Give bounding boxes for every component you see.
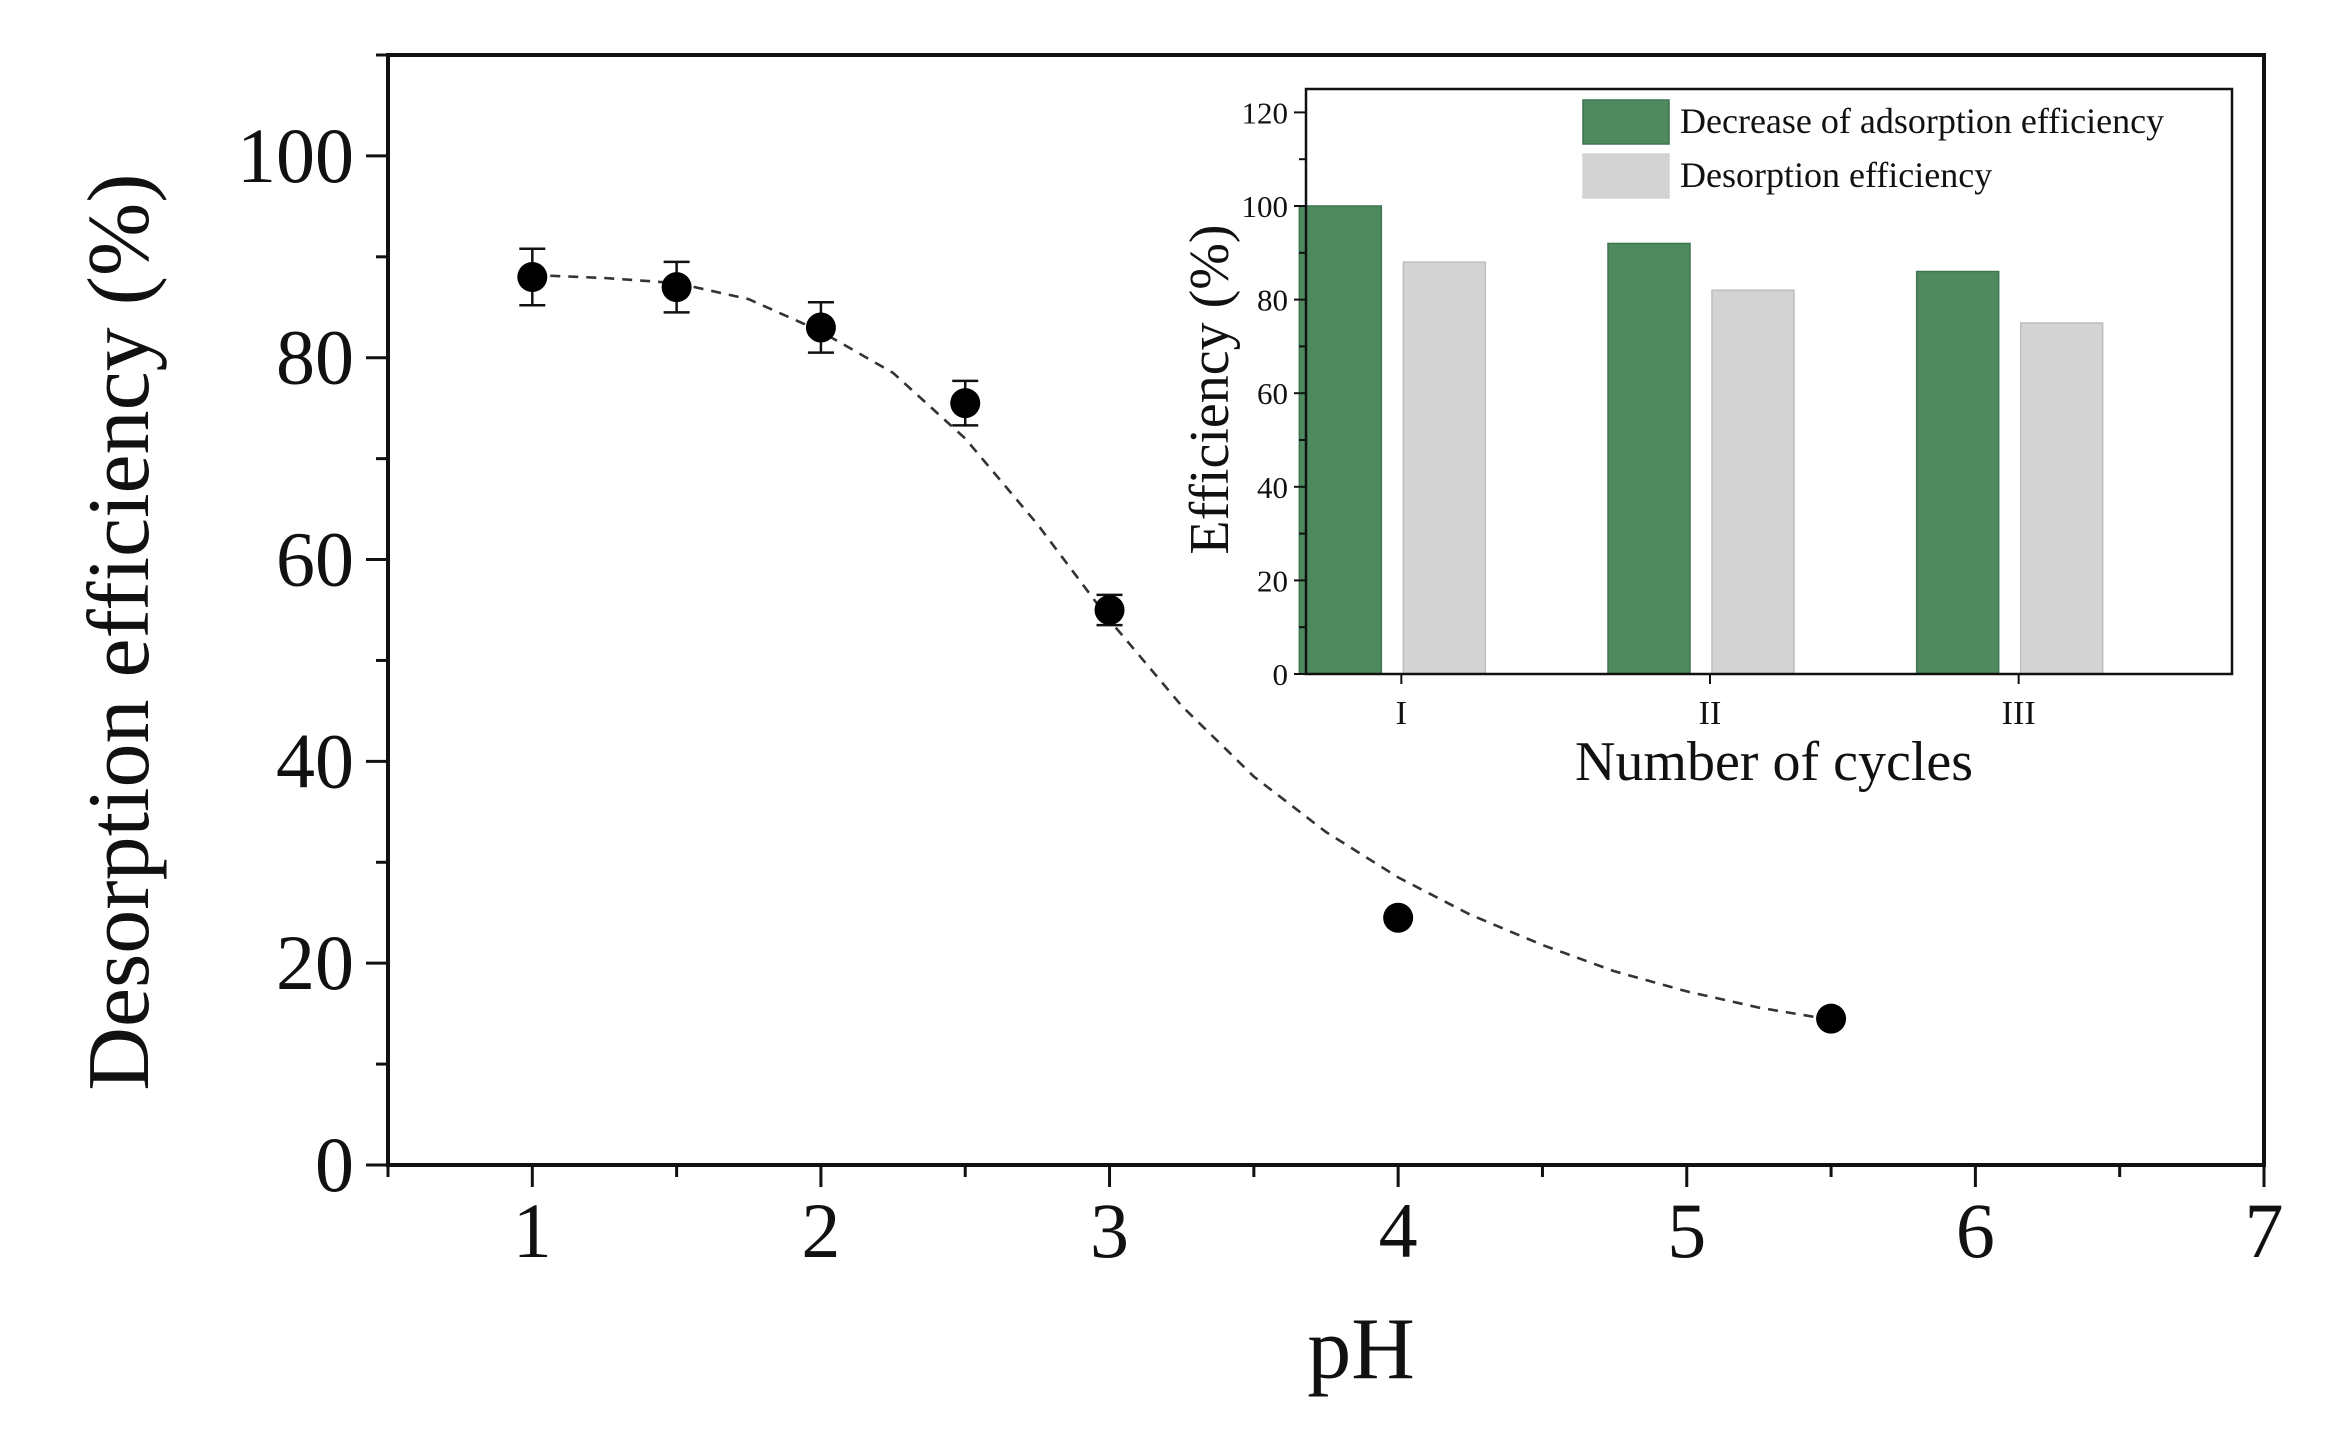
y-tick-label: 60 bbox=[276, 516, 354, 603]
y-tick-label: 0 bbox=[315, 1121, 354, 1208]
inset-x-axis-title: Number of cycles bbox=[1575, 731, 1973, 793]
legend-label: Desorption efficiency bbox=[1680, 155, 1992, 195]
x-tick-label: 2 bbox=[801, 1187, 840, 1274]
inset-y-axis-title: Efficiency (%) bbox=[1179, 224, 1241, 554]
bar bbox=[1298, 205, 1383, 675]
y-tick-label: 40 bbox=[276, 717, 354, 804]
inset-x-tick-label: III bbox=[2002, 695, 2036, 732]
inset-y-tick-label: 80 bbox=[1257, 283, 1288, 318]
x-tick-label: 5 bbox=[1667, 1187, 1706, 1274]
data-point bbox=[1383, 902, 1414, 933]
bar bbox=[1402, 261, 1487, 675]
data-point bbox=[950, 388, 981, 419]
y-tick-label: 20 bbox=[276, 919, 354, 1006]
inset-y-tick-label: 20 bbox=[1257, 563, 1288, 598]
x-axis-title: pH bbox=[1307, 1301, 1415, 1398]
inset-y-tick-label: 60 bbox=[1257, 376, 1288, 411]
x-tick-label: 1 bbox=[513, 1187, 552, 1274]
legend-swatch bbox=[1582, 153, 1670, 199]
inset-plot-frame bbox=[1304, 87, 2234, 676]
x-tick-label: 4 bbox=[1379, 1187, 1418, 1274]
main-chart: 1 2 3 4 5 6 7 0 20 40 60 80 100 pH Desorption efficien… bbox=[71, 53, 2284, 1398]
inset-y-tick-label: 100 bbox=[1242, 189, 1289, 224]
inset-y-tick-label: 40 bbox=[1257, 470, 1288, 505]
bar bbox=[2019, 322, 2104, 675]
y-axis-title: Desorption efficiency (%) bbox=[71, 173, 168, 1090]
data-point bbox=[1816, 1003, 1847, 1034]
x-tick-label: 7 bbox=[2245, 1187, 2284, 1274]
data-point bbox=[805, 312, 836, 343]
bar bbox=[1711, 289, 1795, 675]
y-tick-label: 80 bbox=[276, 314, 354, 401]
main-plot-frame bbox=[386, 53, 2266, 1167]
inset-x-tick-label: II bbox=[1699, 695, 1722, 732]
x-tick-label: 6 bbox=[1956, 1187, 1995, 1274]
fit-curve-line bbox=[532, 273, 1832, 1021]
inset-x-tick-label: I bbox=[1396, 695, 1407, 732]
x-tick-label: 3 bbox=[1090, 1187, 1129, 1274]
bar bbox=[1607, 242, 1691, 675]
legend-label: Decrease of adsorption efficiency bbox=[1680, 101, 2164, 141]
inset-y-tick-label: 120 bbox=[1242, 95, 1289, 130]
data-point bbox=[517, 262, 548, 292]
bar bbox=[1915, 270, 2000, 675]
data-point bbox=[1094, 595, 1125, 625]
y-tick-label: 100 bbox=[237, 112, 354, 199]
inset-y-tick-label: 0 bbox=[1273, 657, 1289, 692]
legend-swatch bbox=[1582, 99, 1670, 145]
data-point bbox=[661, 272, 692, 303]
